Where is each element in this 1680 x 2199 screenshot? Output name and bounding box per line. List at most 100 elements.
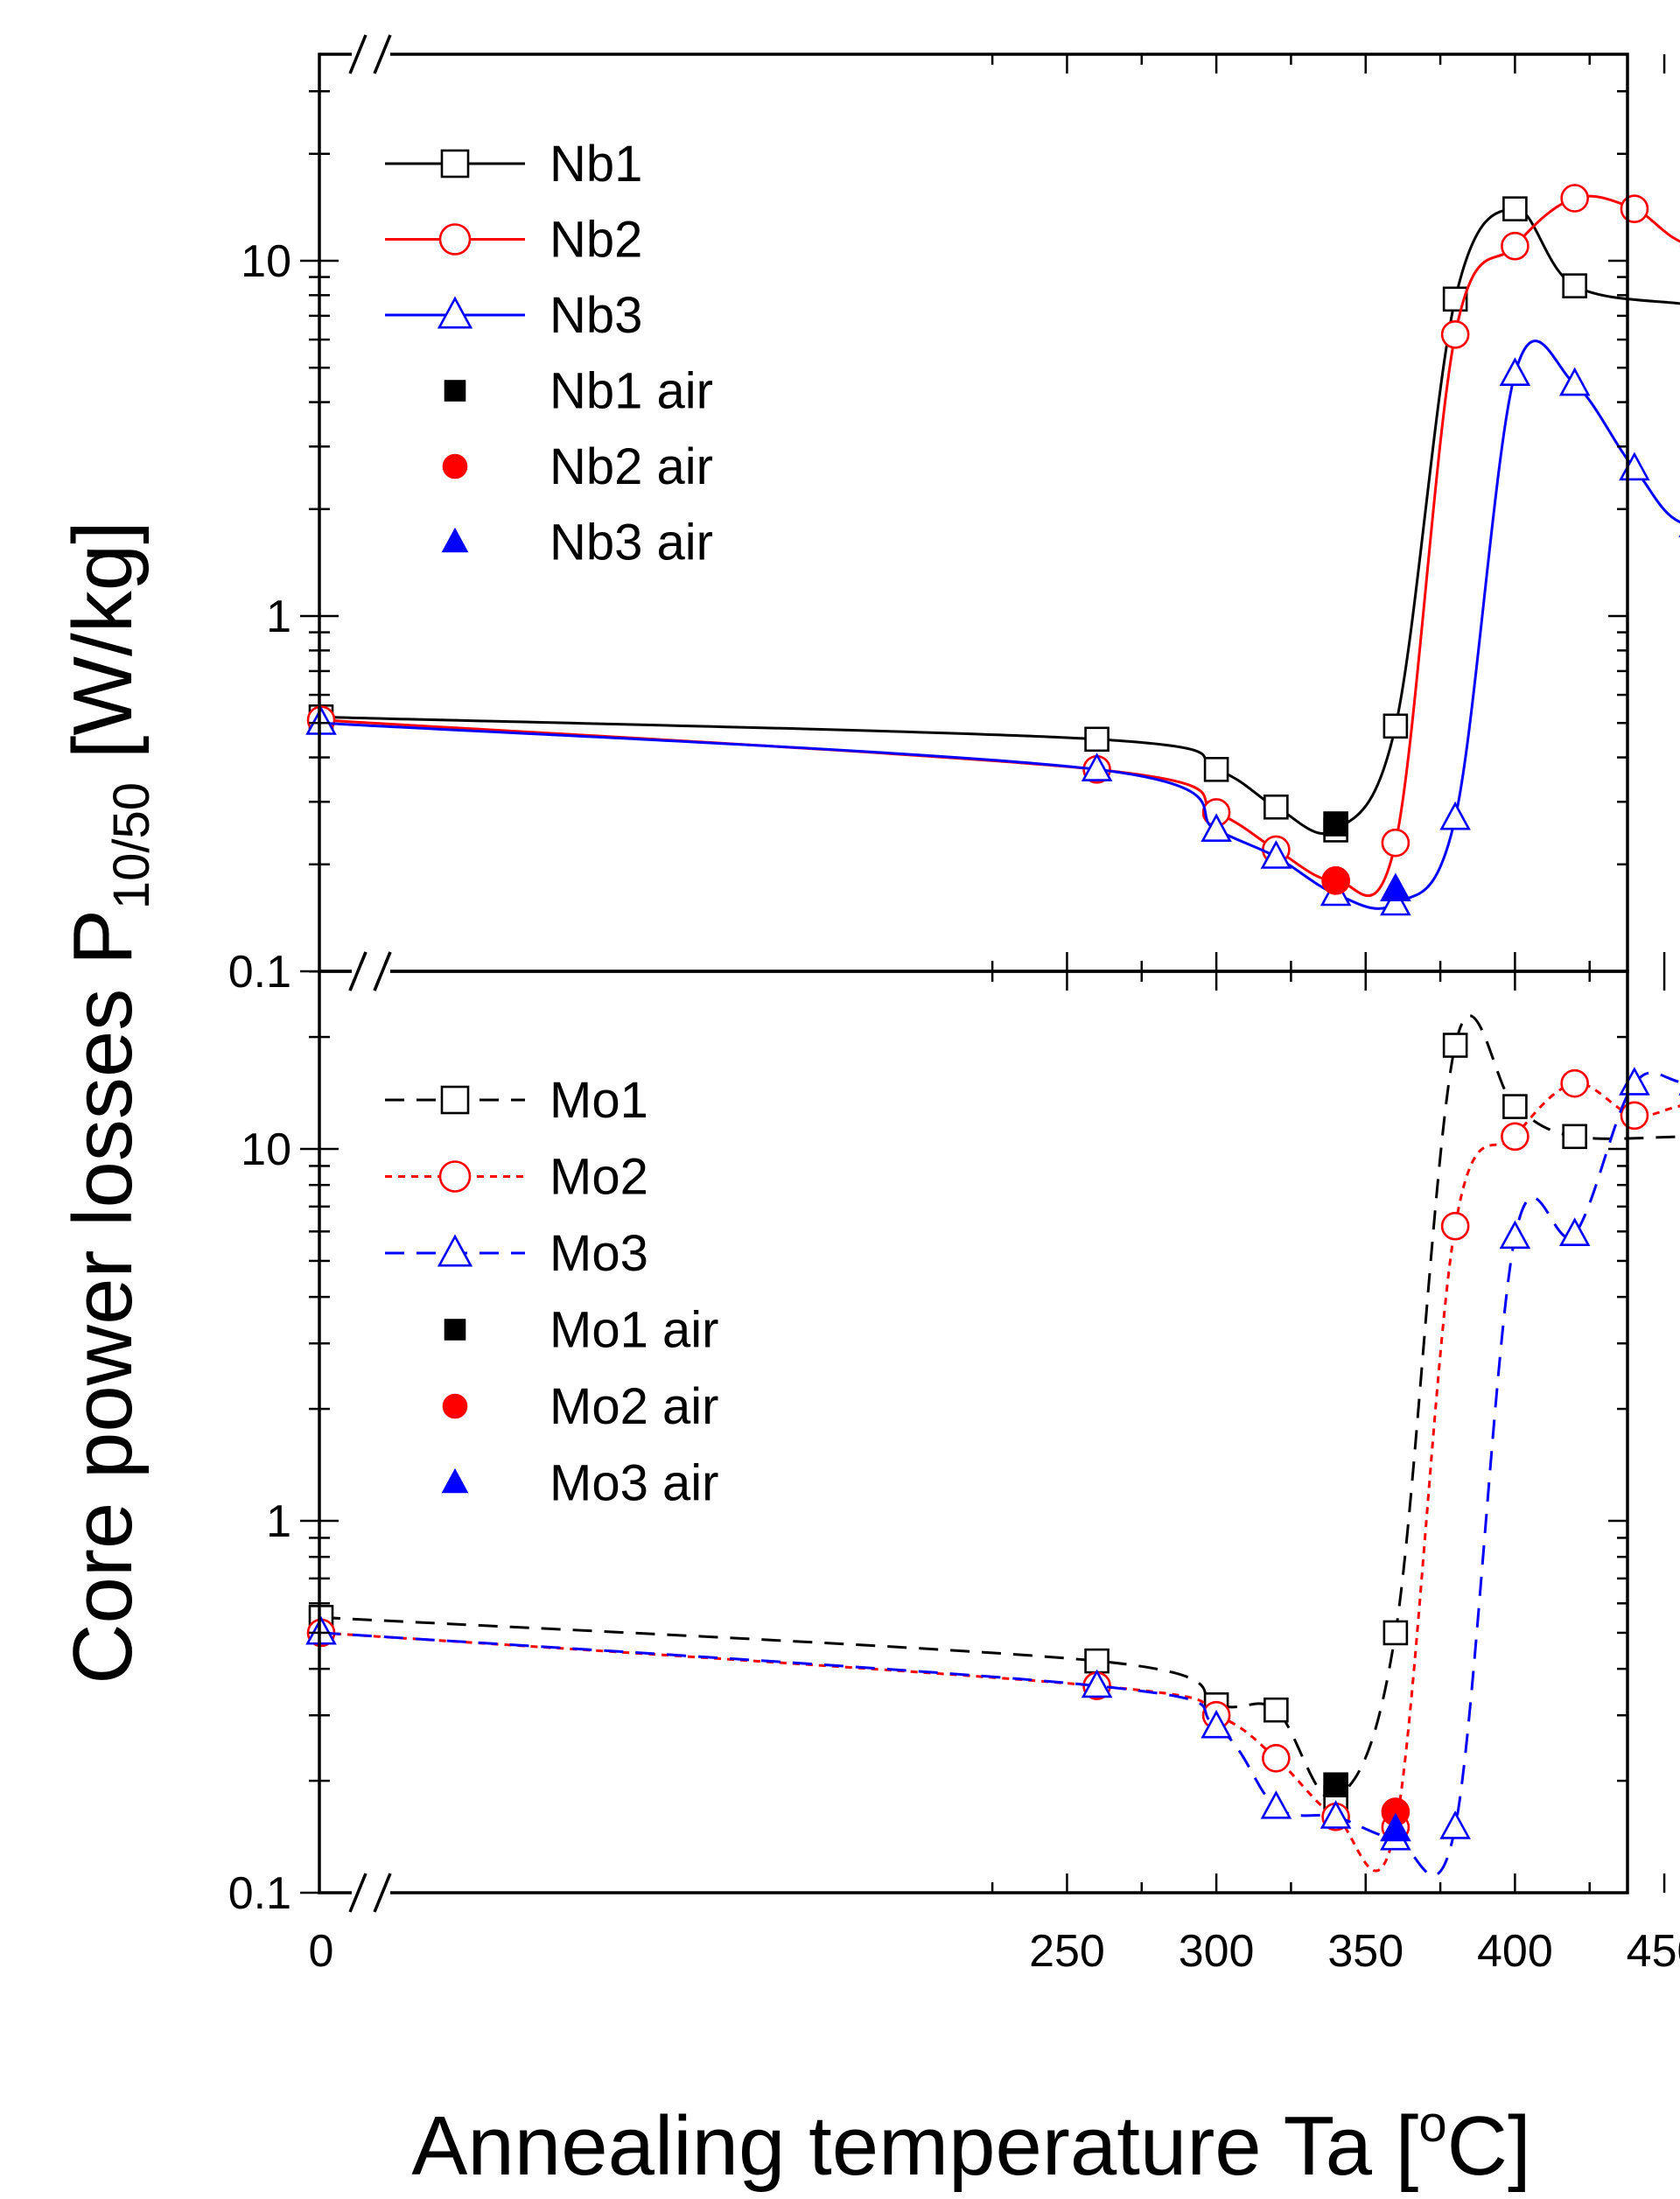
legend-label: Mo1 air <box>550 1302 718 1359</box>
x-tick-label: 350 <box>1327 1926 1404 1977</box>
legend-item: Mo3 <box>385 1225 648 1282</box>
data-point <box>1560 1068 1589 1098</box>
data-point <box>1620 194 1649 223</box>
axis-break-mark <box>348 951 392 991</box>
legend-item: Mo3 air <box>441 1455 718 1512</box>
y-tick-label: 0.1 <box>228 947 291 998</box>
legend-marker <box>442 453 468 480</box>
legend-marker <box>444 1319 466 1341</box>
y-axis-title-main: Core power losses P <box>56 909 150 1684</box>
legend-item: Nb1 air <box>444 363 713 420</box>
data-point <box>1439 1810 1471 1839</box>
data-point <box>1619 452 1650 481</box>
y-axis-title-sub: 10/50 <box>103 782 160 909</box>
data-point <box>1084 726 1110 753</box>
x-axis-title-main: Annealing temperature Ta [ <box>411 2099 1418 2193</box>
data-point <box>1439 801 1471 830</box>
data-point <box>1502 1094 1528 1119</box>
series-line <box>320 340 1680 910</box>
legend-marker <box>444 380 466 402</box>
data-point <box>1320 1800 1352 1829</box>
data-point <box>1620 1101 1649 1131</box>
data-point <box>1260 840 1292 869</box>
data-point <box>305 706 337 735</box>
legend-item: Nb3 air <box>441 515 713 571</box>
data-point <box>1558 367 1591 396</box>
legend-item: Mo2 <box>385 1149 648 1206</box>
legend-label: Nb3 <box>550 287 642 344</box>
y-axis-title: Core power losses P10/50 [W/kg] <box>56 521 160 1684</box>
data-point <box>1562 1124 1587 1150</box>
x-tick-label: 400 <box>1477 1926 1553 1977</box>
data-point <box>1442 1033 1468 1058</box>
data-point <box>1501 231 1530 261</box>
data-point <box>1562 273 1587 298</box>
series-line <box>320 194 1680 897</box>
legend-label: Mo2 <box>550 1149 648 1206</box>
data-point <box>1382 1620 1409 1646</box>
legend-marker <box>437 296 473 329</box>
x-axis-title-sup: o <box>1418 2096 1446 2153</box>
data-point <box>1323 811 1348 837</box>
legend-marker <box>440 1085 470 1115</box>
data-point <box>1381 828 1410 858</box>
x-tick-label: 450 <box>1627 1926 1680 1977</box>
y-axis-title-tail: [W/kg] <box>56 521 150 782</box>
legend-marker <box>440 149 470 179</box>
legend-label: Mo3 air <box>550 1455 718 1512</box>
axis-break-mark <box>348 34 392 74</box>
data-point <box>1440 319 1470 349</box>
series-nb3 <box>305 340 1680 916</box>
data-point <box>1440 1211 1470 1241</box>
x-tick-label: 250 <box>1029 1926 1105 1977</box>
legend-nb: Nb1 Nb2 Nb3 Nb1 air Nb2 air Nb3 air <box>385 136 713 571</box>
legend-marker <box>442 1393 468 1419</box>
series-mo1-air <box>1323 1772 1348 1798</box>
legend-label: Mo1 <box>550 1072 648 1129</box>
data-point <box>1502 196 1528 221</box>
legend-label: Nb1 air <box>550 363 713 420</box>
series-mo2 <box>306 1068 1680 1873</box>
y-tick-label: 1 <box>266 592 291 642</box>
y-tick-label: 10 <box>241 1124 291 1175</box>
data-point <box>1619 1067 1650 1096</box>
legend-marker <box>441 527 469 553</box>
axis-break-mark <box>348 1873 392 1913</box>
legend-label: Nb3 air <box>550 515 713 571</box>
y-tick-label: 0.1 <box>228 1868 291 1919</box>
data-point <box>1264 794 1289 820</box>
data-point <box>1262 1743 1291 1773</box>
panel-frame-nb <box>318 53 1629 973</box>
data-point <box>1499 357 1531 387</box>
x-axis-title: Annealing temperature Ta [oC] <box>411 2096 1530 2193</box>
legend-label: Mo3 <box>550 1225 648 1282</box>
x-tick-label: 0 <box>309 1926 334 1977</box>
data-point <box>1558 1217 1591 1246</box>
legend-marker <box>438 1160 472 1193</box>
legend-label: Nb2 <box>550 212 642 269</box>
data-point <box>1260 1789 1292 1819</box>
series-mo1 <box>308 1014 1680 1810</box>
series-mo3-air <box>1380 1812 1411 1842</box>
panel-nb <box>305 184 1680 916</box>
data-point <box>1380 886 1411 916</box>
series-nb2-air <box>1321 866 1350 895</box>
data-point <box>1203 757 1229 782</box>
legend-item: Nb2 <box>385 212 642 269</box>
data-point <box>1264 1697 1289 1723</box>
series-mo3 <box>305 1067 1680 1877</box>
legend-marker <box>441 1467 469 1494</box>
y-tick-label: 10 <box>241 236 291 287</box>
series-nb1-air <box>1323 811 1348 837</box>
panel-frame-mo <box>318 970 1629 1894</box>
data-point <box>1382 713 1409 739</box>
data-point <box>1323 1772 1348 1798</box>
legend-item: Mo2 air <box>442 1378 718 1435</box>
data-point <box>1321 866 1350 895</box>
legend-mo: Mo1 Mo2 Mo3 Mo1 air Mo2 air Mo3 air <box>385 1072 718 1512</box>
data-point <box>1499 1220 1531 1250</box>
series-line <box>320 1071 1680 1877</box>
series-line <box>320 207 1680 836</box>
x-axis-title-tail: C] <box>1447 2099 1531 2193</box>
